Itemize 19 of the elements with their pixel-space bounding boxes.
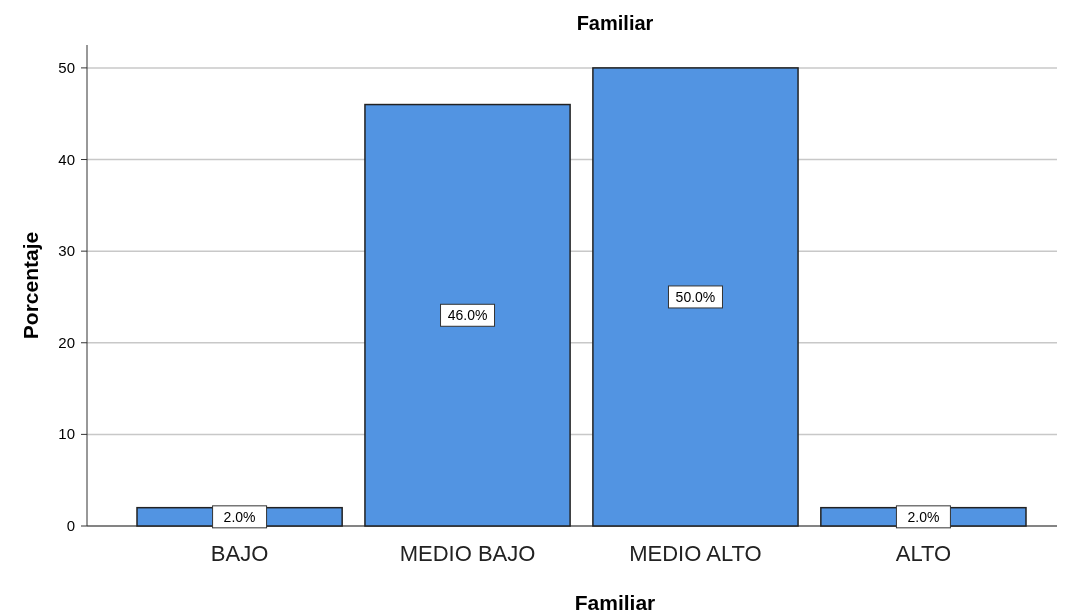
x-tick-label: MEDIO ALTO: [629, 541, 762, 566]
x-axis-title: Familiar: [574, 591, 656, 614]
y-axis-title: Porcentaje: [19, 231, 42, 340]
y-tick-label: 20: [58, 333, 75, 351]
y-tick-label: 0: [66, 517, 75, 534]
chart-title: Familiar: [576, 12, 654, 34]
x-tick-label: BAJO: [210, 541, 269, 566]
y-tick-label: 30: [58, 242, 75, 260]
y-tick-label: 10: [58, 425, 75, 443]
x-tick-label: MEDIO BAJO: [399, 541, 536, 566]
y-tick-label: 40: [58, 150, 75, 168]
data-label: 50.0%: [675, 288, 716, 305]
y-tick-label: 50: [58, 58, 75, 76]
data-label: 2.0%: [223, 508, 256, 525]
data-label: 46.0%: [447, 307, 488, 324]
bar: [592, 67, 799, 527]
bar: [364, 103, 571, 527]
x-tick-label: ALTO: [895, 541, 952, 566]
data-label: 2.0%: [907, 508, 940, 525]
